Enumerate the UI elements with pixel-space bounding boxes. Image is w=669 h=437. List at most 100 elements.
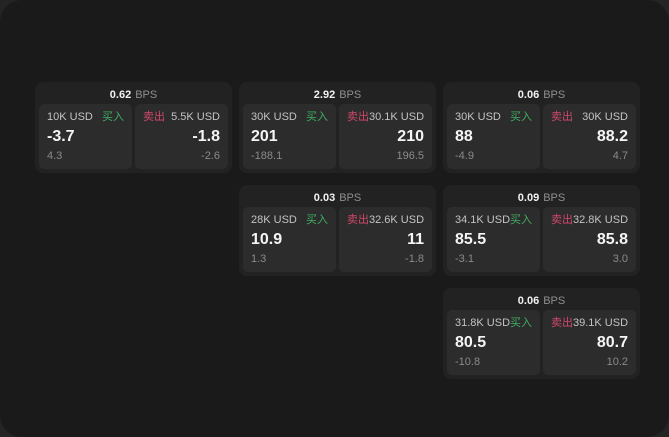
bps-value: 0.06: [517, 295, 540, 307]
sell-delta: 196.5: [396, 150, 424, 162]
tiles-row: 30K USD 买入 201 -188.1 卖出 30.1K USD 210 1…: [243, 104, 432, 169]
sell-delta: 3.0: [612, 253, 628, 265]
size-label: 32.6K USD: [368, 214, 425, 226]
buy-side-label: 买入: [306, 214, 328, 226]
sell-price: 210: [397, 128, 424, 145]
buy-tile[interactable]: 10K USD 买入 -3.7 4.3: [39, 104, 132, 169]
size-label: 5.5K USD: [171, 111, 220, 123]
buy-tile[interactable]: 34.1K USD 买入 85.5 -3.1: [447, 207, 540, 272]
tile-top-row: 10K USD 买入: [47, 111, 124, 124]
tiles-row: 31.8K USD 买入 80.5 -10.8 卖出 39.1K USD 80.…: [447, 310, 636, 375]
sell-side-label: 卖出: [551, 317, 573, 329]
buy-tile[interactable]: 30K USD 买入 88 -4.9: [447, 104, 540, 169]
size-label: 39.1K USD: [572, 317, 629, 329]
size-label: 30K USD: [455, 111, 501, 123]
buy-price: 10.9: [251, 231, 283, 248]
bps-unit-label: BPS: [543, 192, 566, 204]
buy-delta: -3.1: [455, 253, 474, 265]
bps-unit-label: BPS: [135, 89, 158, 101]
pricing-card: 0.06 BPS 31.8K USD 买入 80.5 -10.8 卖: [443, 288, 640, 379]
tile-top-row: 卖出 30.1K USD: [347, 111, 424, 124]
bps-value: 0.09: [517, 192, 540, 204]
tile-top-row: 卖出 5.5K USD: [143, 111, 220, 124]
tile-top-row: 卖出 32.8K USD: [551, 214, 628, 227]
sell-side-label: 卖出: [551, 111, 573, 123]
sell-side-label: 卖出: [347, 214, 369, 226]
buy-side-label: 买入: [102, 111, 124, 123]
sell-tile[interactable]: 卖出 5.5K USD -1.8 -2.6: [135, 104, 228, 169]
tiles-row: 28K USD 买入 10.9 1.3 卖出 32.6K USD 11 -1.8: [243, 207, 432, 272]
size-label: 30K USD: [582, 111, 628, 123]
pricing-card: 0.09 BPS 34.1K USD 买入 85.5 -3.1 卖出: [443, 185, 640, 276]
tile-top-row: 28K USD 买入: [251, 214, 328, 227]
buy-price: 80.5: [455, 334, 487, 351]
buy-delta: -10.8: [455, 356, 481, 368]
bps-value: 0.62: [109, 89, 132, 101]
pricing-card: 0.03 BPS 28K USD 买入 10.9 1.3 卖出: [239, 185, 436, 276]
size-label: 34.1K USD: [455, 214, 511, 226]
tiles-row: 30K USD 买入 88 -4.9 卖出 30K USD 88.2 4.7: [447, 104, 636, 169]
size-label: 30K USD: [251, 111, 297, 123]
sell-price: -1.8: [192, 128, 220, 145]
sell-side-label: 卖出: [143, 111, 165, 123]
tile-top-row: 卖出 32.6K USD: [347, 214, 424, 227]
size-label: 10K USD: [47, 111, 93, 123]
card-header: 0.06 BPS: [447, 292, 636, 310]
buy-price: 201: [251, 128, 278, 145]
pricing-cards-grid: 0.62 BPS 10K USD 买入 -3.7 4.3 卖出: [35, 82, 640, 379]
tiles-row: 10K USD 买入 -3.7 4.3 卖出 5.5K USD -1.8 -2.…: [39, 104, 228, 169]
sell-side-label: 卖出: [551, 214, 573, 226]
size-label: 32.8K USD: [572, 214, 629, 226]
buy-tile[interactable]: 30K USD 买入 201 -188.1: [243, 104, 336, 169]
buy-tile[interactable]: 31.8K USD 买入 80.5 -10.8: [447, 310, 540, 375]
sell-price: 80.7: [596, 334, 628, 351]
tile-top-row: 34.1K USD 买入: [455, 214, 532, 227]
sell-price: 88.2: [596, 128, 628, 145]
sell-tile[interactable]: 卖出 30.1K USD 210 196.5: [339, 104, 432, 169]
size-label: 31.8K USD: [455, 317, 511, 329]
bps-unit-label: BPS: [339, 89, 362, 101]
card-header: 2.92 BPS: [243, 86, 432, 104]
buy-side-label: 买入: [510, 111, 532, 123]
tile-top-row: 31.8K USD 买入: [455, 317, 532, 330]
bps-unit-label: BPS: [339, 192, 362, 204]
buy-delta: 1.3: [251, 253, 267, 265]
tiles-row: 34.1K USD 买入 85.5 -3.1 卖出 32.8K USD 85.8…: [447, 207, 636, 272]
buy-tile[interactable]: 28K USD 买入 10.9 1.3: [243, 207, 336, 272]
sell-tile[interactable]: 卖出 32.8K USD 85.8 3.0: [543, 207, 636, 272]
buy-price: 88: [455, 128, 473, 145]
buy-side-label: 买入: [510, 317, 533, 329]
card-header: 0.03 BPS: [243, 189, 432, 207]
buy-side-label: 买入: [306, 111, 328, 123]
size-label: 30.1K USD: [368, 111, 425, 123]
tile-top-row: 30K USD 买入: [455, 111, 532, 124]
sell-price: 11: [407, 231, 424, 248]
card-header: 0.09 BPS: [447, 189, 636, 207]
sell-delta: 4.7: [612, 150, 628, 162]
sell-tile[interactable]: 卖出 30K USD 88.2 4.7: [543, 104, 636, 169]
card-header: 0.06 BPS: [447, 86, 636, 104]
tile-top-row: 卖出 39.1K USD: [551, 317, 628, 330]
buy-delta: -188.1: [251, 150, 283, 162]
size-label: 28K USD: [251, 214, 297, 226]
sell-tile[interactable]: 卖出 32.6K USD 11 -1.8: [339, 207, 432, 272]
pricing-card: 0.06 BPS 30K USD 买入 88 -4.9 卖出: [443, 82, 640, 173]
buy-delta: -4.9: [455, 150, 474, 162]
bps-unit-label: BPS: [543, 89, 566, 101]
pricing-card: 0.62 BPS 10K USD 买入 -3.7 4.3 卖出: [35, 82, 232, 173]
bps-value: 0.06: [517, 89, 540, 101]
buy-delta: 4.3: [47, 150, 63, 162]
sell-price: 85.8: [596, 231, 628, 248]
sell-delta: -1.8: [405, 253, 424, 265]
pricing-card: 2.92 BPS 30K USD 买入 201 -188.1 卖出: [239, 82, 436, 173]
card-header: 0.62 BPS: [39, 86, 228, 104]
sell-delta: -2.6: [201, 150, 220, 162]
buy-price: -3.7: [47, 128, 75, 145]
tile-top-row: 30K USD 买入: [251, 111, 328, 124]
buy-price: 85.5: [455, 231, 487, 248]
bps-value: 2.92: [313, 89, 336, 101]
tile-top-row: 卖出 30K USD: [551, 111, 628, 124]
sell-tile[interactable]: 卖出 39.1K USD 80.7 10.2: [543, 310, 636, 375]
